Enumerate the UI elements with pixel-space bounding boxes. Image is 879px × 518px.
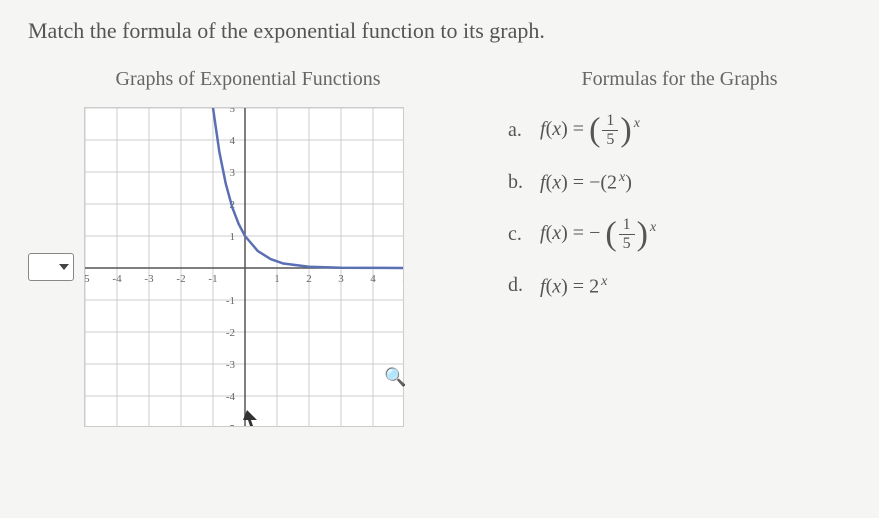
formula-body: f(x) = − (15)x bbox=[540, 217, 656, 252]
formula-body: f(x) = (15)x bbox=[540, 113, 640, 148]
formula-letter: c. bbox=[508, 223, 532, 246]
svg-text:-3: -3 bbox=[226, 359, 236, 371]
fraction: 15 bbox=[619, 217, 635, 252]
numerator: 1 bbox=[619, 217, 635, 235]
numerator: 1 bbox=[602, 113, 618, 131]
formula-list: a. f(x) = (15)x b. f(x) = −(2x) c. f(x) … bbox=[508, 107, 851, 298]
formula-d: d. f(x) = 2x bbox=[508, 274, 851, 299]
svg-text:-5: -5 bbox=[226, 423, 236, 427]
paren-open: ( bbox=[605, 215, 616, 252]
paren-open: ( bbox=[589, 112, 600, 149]
svg-text:3: 3 bbox=[338, 273, 344, 285]
svg-text:-5: -5 bbox=[84, 273, 90, 285]
formulas-column-header: Formulas for the Graphs bbox=[508, 68, 851, 91]
formula-letter: a. bbox=[508, 119, 532, 142]
svg-text:-4: -4 bbox=[226, 391, 236, 403]
formula-body: f(x) = 2x bbox=[540, 274, 607, 299]
exponent: x bbox=[634, 116, 640, 131]
exponent: x bbox=[601, 274, 607, 289]
svg-text:2: 2 bbox=[306, 273, 312, 285]
svg-text:5: 5 bbox=[230, 107, 236, 115]
formula-letter: d. bbox=[508, 274, 532, 297]
svg-text:3: 3 bbox=[230, 167, 236, 179]
formula-body: f(x) = −(2x) bbox=[540, 170, 632, 195]
formula-c: c. f(x) = − (15)x bbox=[508, 217, 851, 252]
content-columns: Graphs of Exponential Functions -5 -4 -3 -2… bbox=[28, 68, 851, 427]
formula-letter: b. bbox=[508, 171, 532, 194]
fraction: 15 bbox=[602, 113, 618, 148]
svg-text:4: 4 bbox=[230, 135, 236, 147]
denominator: 5 bbox=[602, 131, 618, 148]
svg-text:-2: -2 bbox=[226, 327, 235, 339]
svg-text:-4: -4 bbox=[112, 273, 122, 285]
svg-text:1: 1 bbox=[274, 273, 280, 285]
exponent: x bbox=[650, 220, 656, 235]
paren-close: ) bbox=[637, 215, 648, 252]
exponent: x bbox=[619, 170, 625, 185]
formulas-column: Formulas for the Graphs a. f(x) = (15)x … bbox=[508, 68, 851, 427]
paren-close: ) bbox=[620, 112, 631, 149]
formula-b: b. f(x) = −(2x) bbox=[508, 170, 851, 195]
svg-text:-1: -1 bbox=[226, 295, 235, 307]
svg-text:-1: -1 bbox=[208, 273, 217, 285]
svg-text:-3: -3 bbox=[144, 273, 154, 285]
svg-text:5: 5 bbox=[402, 273, 404, 285]
graph-answer-select[interactable] bbox=[28, 253, 74, 281]
svg-text:1: 1 bbox=[230, 231, 236, 243]
svg-text:4: 4 bbox=[370, 273, 376, 285]
formula-a: a. f(x) = (15)x bbox=[508, 113, 851, 148]
svg-text:-2: -2 bbox=[176, 273, 185, 285]
exponential-graph: -5-4-3-2-112345-5-4-3-2-112345 bbox=[84, 107, 404, 427]
graphs-column-header: Graphs of Exponential Functions bbox=[28, 68, 468, 91]
magnifier-icon[interactable]: 🔍 bbox=[384, 367, 406, 388]
denominator: 5 bbox=[619, 235, 635, 252]
page-title: Match the formula of the exponential fun… bbox=[28, 18, 851, 44]
